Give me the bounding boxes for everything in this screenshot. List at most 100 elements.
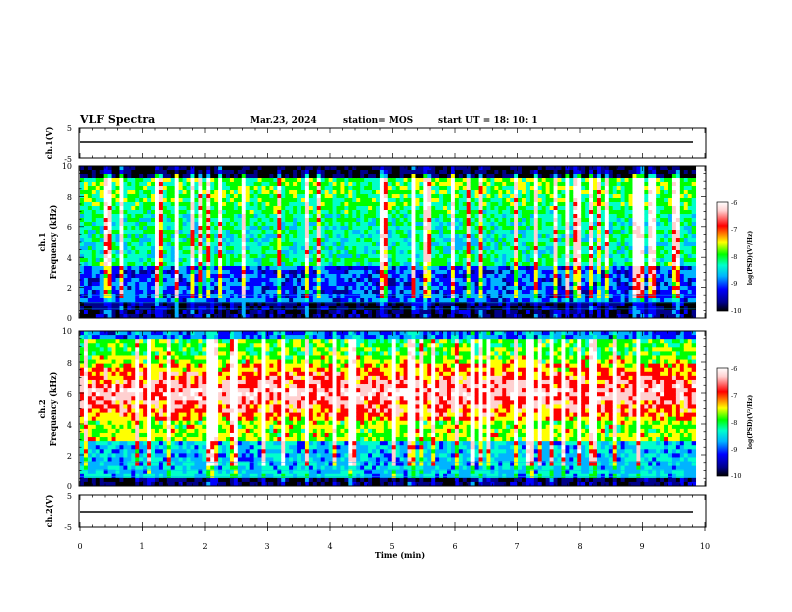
spec1-cell <box>198 278 203 283</box>
spec1-cell <box>502 170 507 175</box>
spec1-cell <box>269 274 274 279</box>
spec1-cell <box>127 262 132 267</box>
spec1-cell <box>462 278 468 283</box>
spec1-cell <box>245 166 251 171</box>
spec1-cell <box>249 186 255 191</box>
spec1-cell <box>529 214 535 219</box>
spec1-cell <box>494 266 499 271</box>
spec1-cell <box>525 190 531 195</box>
spec1-cell <box>289 266 294 271</box>
spec1-cell <box>383 290 389 295</box>
spec1-cell <box>352 214 357 219</box>
spec1-cell <box>589 178 594 183</box>
spec1-cell <box>514 278 519 283</box>
spec1-cell <box>222 166 227 171</box>
spec1-cell <box>115 230 120 235</box>
spec1-cell <box>510 242 515 247</box>
spec1-cell <box>103 218 109 223</box>
spec1-cell <box>151 190 156 195</box>
spec1-cell <box>356 210 361 215</box>
spec1-cell <box>454 282 460 287</box>
spec1-cell <box>123 198 128 203</box>
spec1-cell <box>202 250 207 255</box>
spec1-cell <box>569 214 574 219</box>
spec1-cell <box>372 210 377 215</box>
spec1-cell <box>289 234 294 239</box>
spec1-cell <box>549 194 554 199</box>
spec1-cell <box>581 314 586 319</box>
spec1-cell <box>151 174 156 179</box>
spec1-cell <box>573 246 578 251</box>
spec1-cell <box>435 314 440 319</box>
spec1-cell <box>214 182 219 187</box>
spec1-cell <box>557 246 562 251</box>
spec1-cell <box>111 282 116 287</box>
spec1-cell <box>375 298 381 303</box>
spec1-cell <box>249 298 255 303</box>
spec1-cell <box>447 182 452 187</box>
spec1-cell <box>573 170 578 175</box>
spec1-cell <box>265 274 270 279</box>
spec1-cell <box>95 166 101 171</box>
spec1-cell <box>593 274 598 279</box>
spec1-cell <box>411 226 416 231</box>
spec1-cell <box>151 194 156 199</box>
spec1-cell <box>83 214 89 219</box>
spec1-cell <box>95 286 101 291</box>
spec1-cell <box>131 294 136 299</box>
spec1-cell <box>454 202 460 207</box>
spec1-cell <box>229 218 235 223</box>
spec1-cell <box>340 226 345 231</box>
spec1-cell <box>344 202 349 207</box>
spec1-cell <box>202 266 207 271</box>
spec1-cell <box>336 298 341 303</box>
spec1-cell <box>565 194 570 199</box>
spec1-cell <box>206 214 211 219</box>
spec1-cell <box>529 170 535 175</box>
spec1-cell <box>147 274 152 279</box>
spec1-cell <box>589 218 594 223</box>
spec1-cell <box>348 294 353 299</box>
spec1-cell <box>585 226 590 231</box>
spec1-cell <box>170 238 176 243</box>
spec1-cell <box>107 274 112 279</box>
spec1-cell <box>261 234 266 239</box>
spec1-cell <box>174 222 180 227</box>
spec1-cell <box>553 206 558 211</box>
spec1-cell <box>565 282 570 287</box>
spec1-cell <box>356 230 361 235</box>
spec1-cell <box>119 230 124 235</box>
spec1-cell <box>387 210 393 215</box>
spec1-cell <box>328 298 333 303</box>
spec1-cell <box>194 210 199 215</box>
spec1-cell <box>529 262 535 267</box>
spec1-cell <box>293 226 298 231</box>
spec1-cell <box>174 230 180 235</box>
spec1-cell <box>375 178 381 183</box>
spec1-cell <box>257 274 262 279</box>
spec1-cell <box>486 258 491 263</box>
spec1-cell <box>87 266 93 271</box>
spec1-cell <box>439 294 444 299</box>
spec1-cell <box>379 230 385 235</box>
spec1-cell <box>470 206 476 211</box>
spec1-cell <box>427 218 432 223</box>
spec1-cell <box>226 310 231 315</box>
spec1-cell <box>312 274 318 279</box>
spec1-cell <box>233 170 239 175</box>
spec1-cell <box>127 294 132 299</box>
spec1-cell <box>139 226 144 231</box>
spec1-cell <box>395 286 401 291</box>
spec1-cell <box>226 214 231 219</box>
spec1-cell <box>233 182 239 187</box>
spec1-cell <box>249 214 255 219</box>
spec1-cell <box>569 222 574 227</box>
spec1-cell <box>348 254 353 259</box>
spec1-cell <box>498 218 503 223</box>
spec1-cell <box>158 290 164 295</box>
spec1-cell <box>450 194 456 199</box>
spec1-cell <box>383 282 389 287</box>
spec1-cell <box>300 250 306 255</box>
spec1-cell <box>99 258 105 263</box>
spec1-cell <box>151 286 156 291</box>
